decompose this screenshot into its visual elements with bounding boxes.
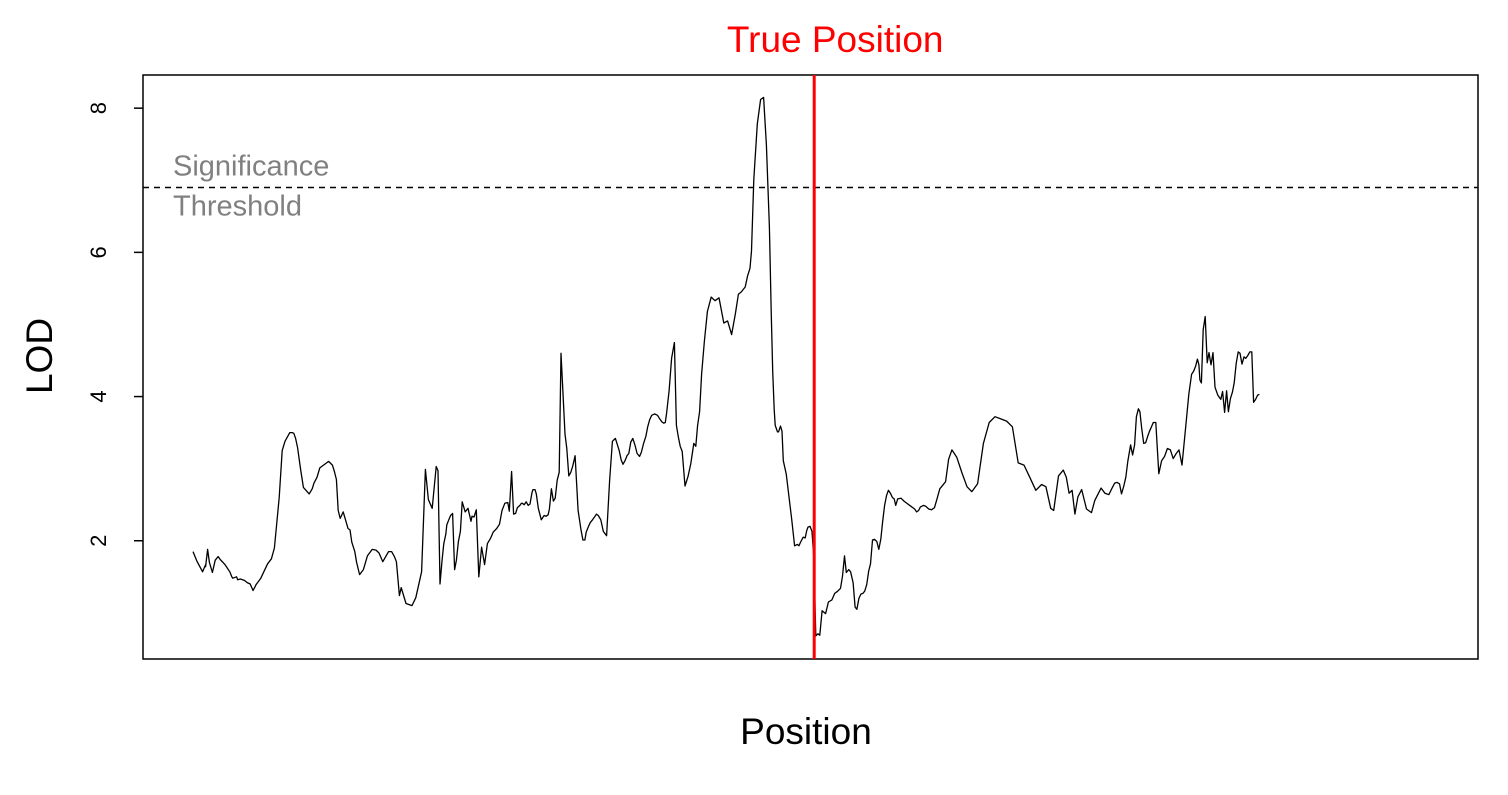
- threshold-label-line1: Significance: [173, 150, 329, 182]
- y-tick-label: 4: [86, 390, 111, 402]
- y-tick-label: 2: [86, 535, 111, 547]
- threshold-label-line2: Threshold: [173, 190, 302, 222]
- lod-series-line: [192, 96, 1260, 637]
- y-tick-label: 8: [86, 102, 111, 114]
- y-axis: 2 4 6 8: [86, 102, 143, 547]
- y-axis-title: LOD: [19, 318, 60, 394]
- x-axis-title: Position: [740, 711, 872, 752]
- y-tick-label: 6: [86, 246, 111, 258]
- true-position-label: True Position: [727, 19, 944, 60]
- plot-frame: [142, 74, 1479, 660]
